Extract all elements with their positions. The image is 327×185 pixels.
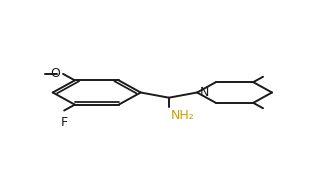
Text: N: N	[200, 86, 209, 99]
Text: O: O	[51, 67, 60, 80]
Text: F: F	[60, 116, 68, 129]
Text: NH₂: NH₂	[171, 109, 194, 122]
